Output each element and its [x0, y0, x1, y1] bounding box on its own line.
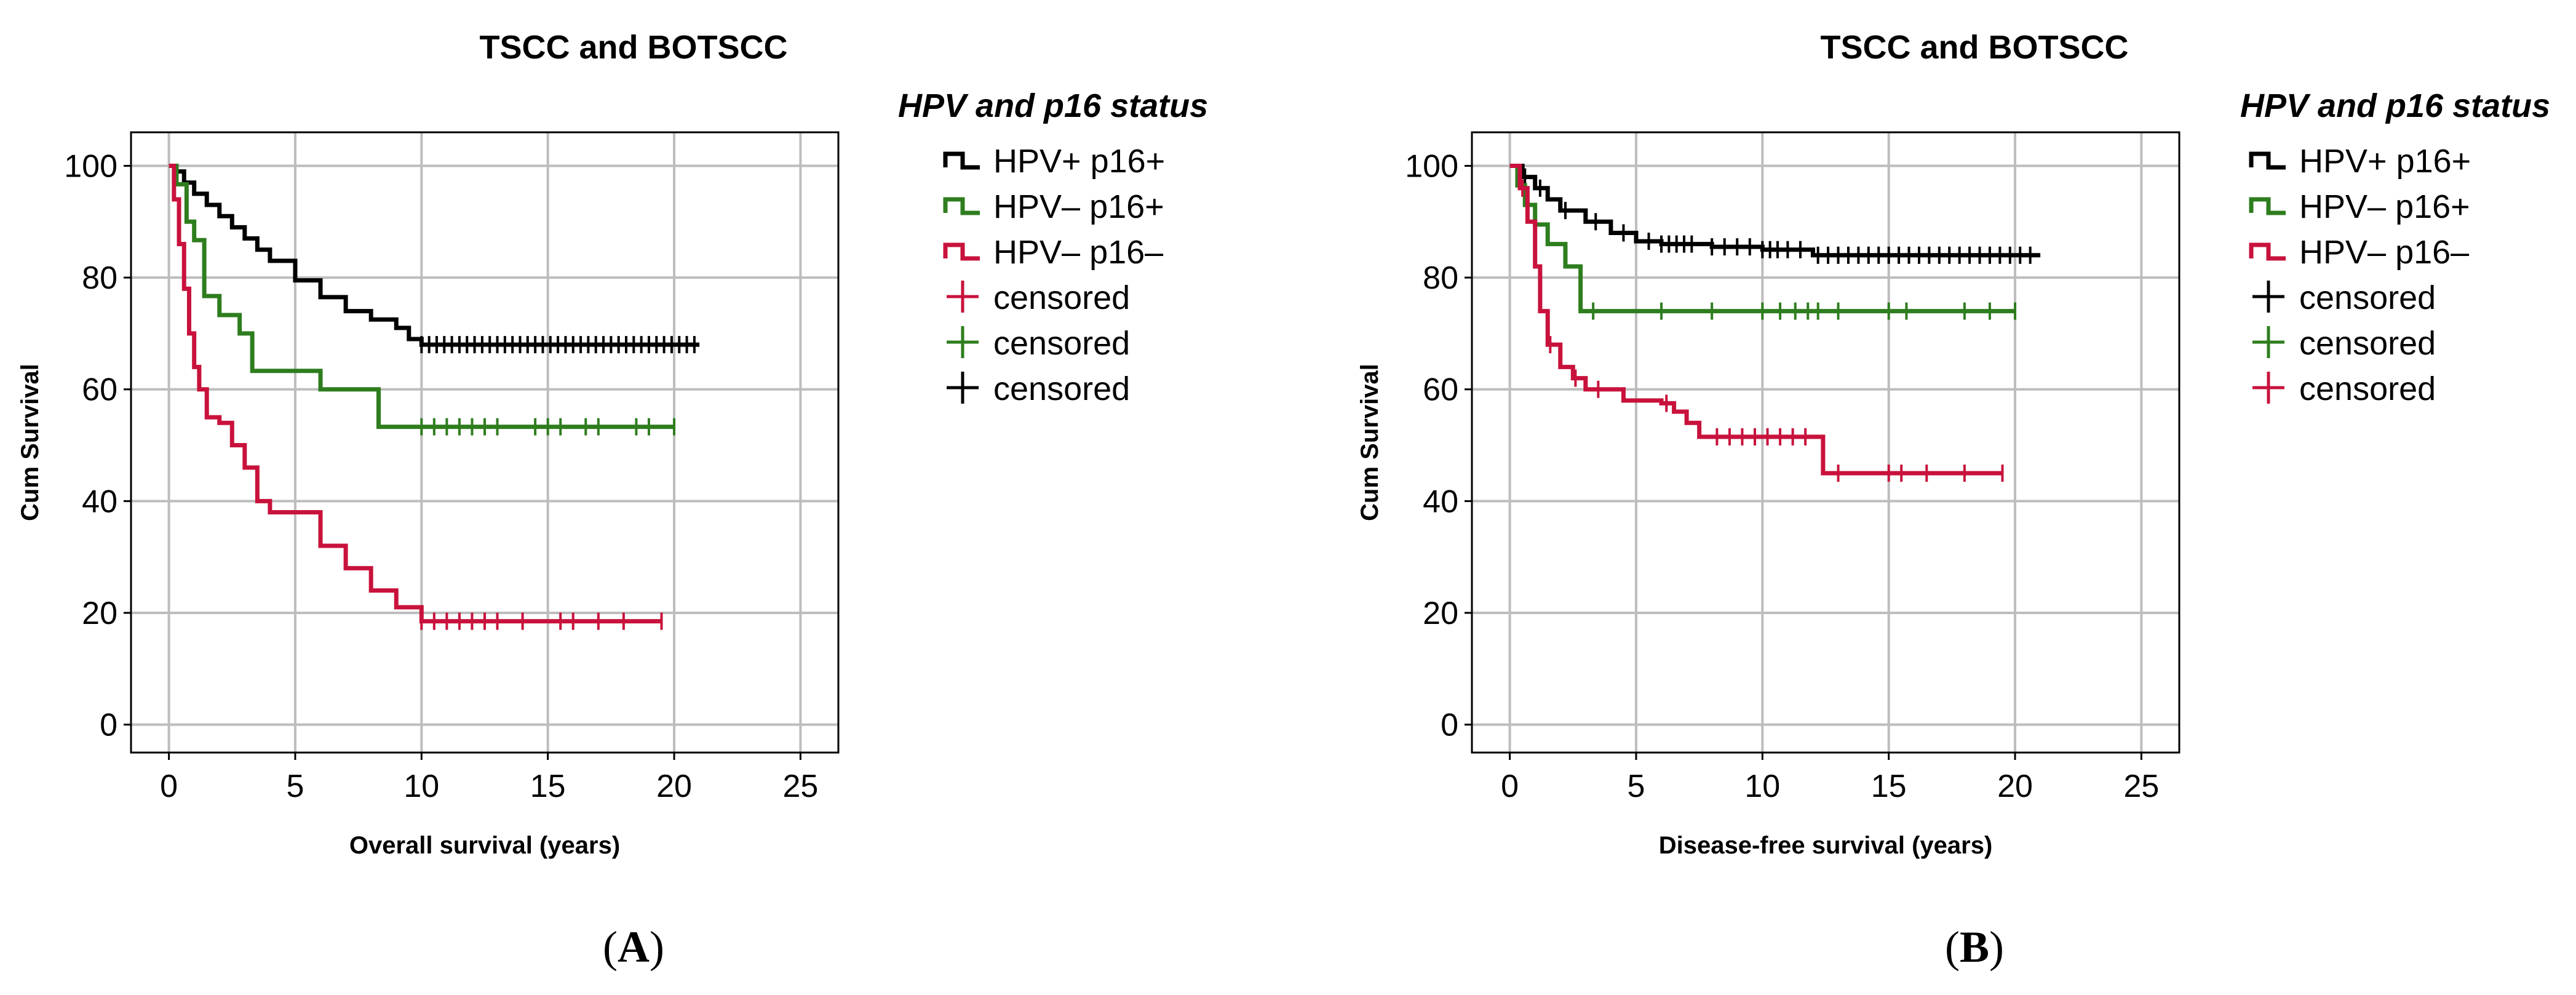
legend-title: HPV and p16 status — [2240, 87, 2550, 124]
y-axis-label: Cum Survival — [17, 364, 44, 521]
x-tick-label: 20 — [656, 769, 692, 804]
y-tick-label: 20 — [82, 596, 117, 631]
y-tick-label: 40 — [82, 484, 117, 519]
x-tick-label: 15 — [530, 769, 566, 804]
x-tick-label: 0 — [160, 769, 178, 804]
y-tick-label: 0 — [1441, 708, 1458, 743]
plot-frame — [130, 131, 840, 754]
legend: HPV+ p16+ HPV– p16+ HPV– p16– censored censo… — [943, 143, 1165, 407]
legend-label: censored — [2299, 370, 2436, 407]
panel-letter: A — [618, 922, 650, 972]
x-axis-label: Overall survival (years) — [349, 832, 620, 859]
series-line — [169, 163, 700, 347]
legend-line-symbol — [943, 197, 980, 215]
x-tick-label: 20 — [1997, 769, 2033, 804]
series-line — [169, 163, 675, 430]
y-axis-label: Cum Survival — [1356, 364, 1383, 521]
legend: HPV+ p16+ HPV– p16+ HPV– p16– censored censo… — [2249, 143, 2471, 407]
panel-label: (B) — [1945, 922, 2004, 972]
x-tick-label: 10 — [1744, 769, 1780, 804]
panel-letter: B — [1960, 922, 1989, 972]
legend-title: HPV and p16 status — [898, 87, 1208, 124]
legend-line-symbol — [943, 242, 980, 261]
y-tick-label: 80 — [1423, 260, 1458, 296]
x-tick-label: 25 — [782, 769, 818, 804]
legend-label: HPV– p16– — [2299, 234, 2469, 271]
y-tick-label: 100 — [1405, 148, 1458, 184]
legend-line-symbol — [2249, 151, 2286, 170]
legend-label: HPV– p16+ — [2299, 188, 2470, 225]
legend-line-symbol — [2249, 197, 2286, 215]
y-tick-label: 60 — [1423, 372, 1458, 408]
x-axis-label: Disease-free survival (years) — [1659, 832, 1993, 859]
legend-label: HPV+ p16+ — [993, 143, 1165, 180]
series-line — [169, 163, 662, 624]
chart-title: TSCC and BOTSCC — [1820, 29, 2128, 66]
x-tick-label: 5 — [287, 769, 304, 804]
x-tick-label: 10 — [403, 769, 439, 804]
y-tick-label: 100 — [64, 148, 117, 184]
x-tick-label: 0 — [1501, 769, 1519, 804]
legend-label: censored — [993, 325, 1130, 362]
x-tick-label: 5 — [1628, 769, 1645, 804]
series-line — [1509, 163, 2041, 258]
y-tick-label: 40 — [1423, 484, 1458, 519]
legend-label: HPV– p16– — [993, 234, 1163, 271]
y-tick-label: 60 — [82, 372, 117, 408]
x-tick-label: 25 — [2123, 769, 2159, 804]
y-tick-label: 80 — [82, 260, 117, 296]
legend-label: censored — [993, 279, 1130, 316]
legend-label: HPV– p16+ — [993, 188, 1164, 225]
legend-line-symbol — [943, 151, 980, 170]
legend-label: censored — [2299, 325, 2436, 362]
legend-label: censored — [993, 370, 1130, 407]
legend-line-symbol — [2249, 242, 2286, 261]
legend-label: HPV+ p16+ — [2299, 143, 2471, 180]
plot-frame — [1471, 131, 2180, 754]
y-tick-label: 0 — [100, 708, 117, 743]
legend-label: censored — [2299, 279, 2436, 316]
y-tick-label: 20 — [1423, 596, 1458, 631]
panel-label: (A) — [603, 922, 664, 972]
series-line — [1509, 163, 2003, 476]
chart-title: TSCC and BOTSCC — [479, 29, 787, 66]
x-tick-label: 15 — [1871, 769, 1907, 804]
